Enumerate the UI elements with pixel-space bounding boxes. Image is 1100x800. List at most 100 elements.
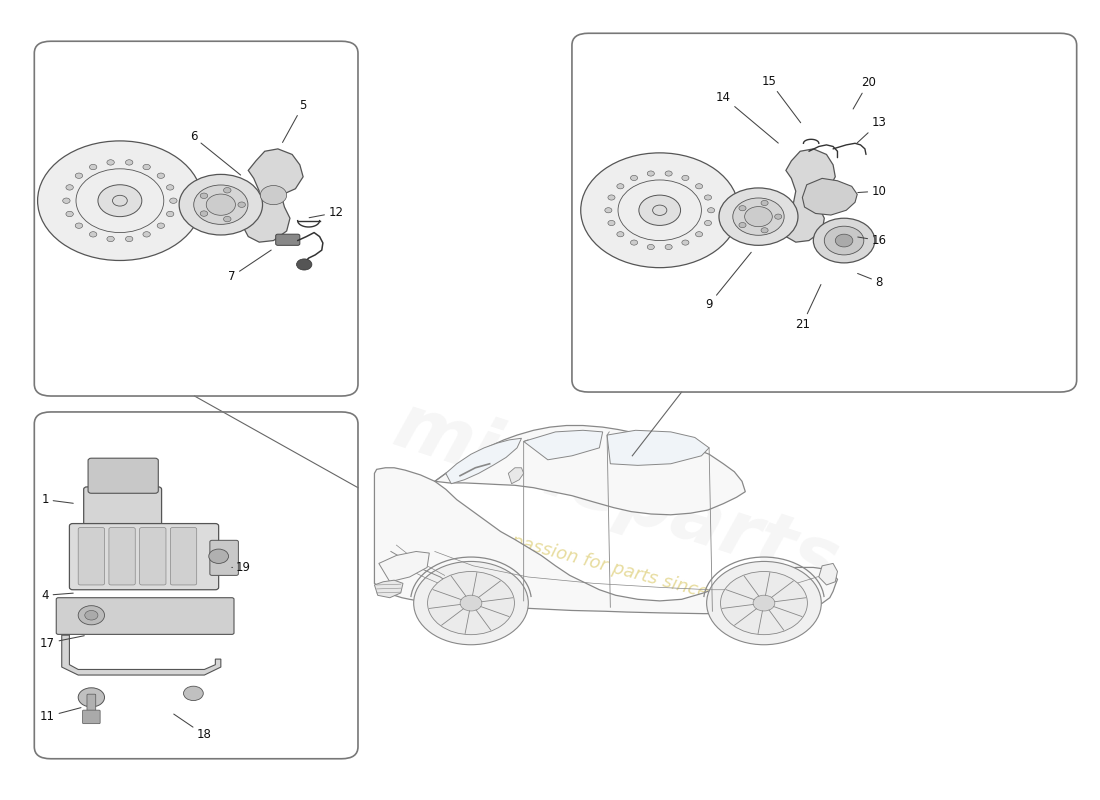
Text: 4: 4 <box>42 589 74 602</box>
Circle shape <box>581 153 739 268</box>
Circle shape <box>652 205 667 215</box>
Circle shape <box>143 232 151 237</box>
Polygon shape <box>374 580 403 598</box>
Circle shape <box>617 232 624 237</box>
Circle shape <box>704 195 712 200</box>
Circle shape <box>261 186 287 205</box>
FancyBboxPatch shape <box>78 527 104 585</box>
FancyBboxPatch shape <box>84 487 162 530</box>
Circle shape <box>813 218 874 263</box>
Circle shape <box>647 171 654 176</box>
Text: 7: 7 <box>228 250 272 283</box>
Polygon shape <box>818 563 837 585</box>
Text: 11: 11 <box>40 708 81 723</box>
Text: 13: 13 <box>857 116 887 143</box>
Polygon shape <box>374 468 837 614</box>
Circle shape <box>720 571 807 634</box>
Circle shape <box>238 202 245 207</box>
Circle shape <box>682 175 689 181</box>
Text: 18: 18 <box>174 714 212 742</box>
FancyBboxPatch shape <box>82 710 100 724</box>
FancyBboxPatch shape <box>170 527 197 585</box>
Circle shape <box>166 185 174 190</box>
Circle shape <box>169 198 177 203</box>
Circle shape <box>75 173 82 178</box>
Circle shape <box>761 228 768 233</box>
Circle shape <box>695 184 703 189</box>
Circle shape <box>98 185 142 217</box>
Circle shape <box>179 174 263 235</box>
Circle shape <box>194 185 248 224</box>
Circle shape <box>78 688 104 707</box>
Circle shape <box>639 195 681 226</box>
Circle shape <box>630 175 638 181</box>
Text: 6: 6 <box>189 130 241 175</box>
Circle shape <box>143 164 151 170</box>
Circle shape <box>707 208 715 213</box>
Circle shape <box>739 222 746 228</box>
Text: 9: 9 <box>705 252 751 311</box>
FancyBboxPatch shape <box>276 234 300 246</box>
Circle shape <box>774 214 782 219</box>
Circle shape <box>125 236 133 242</box>
FancyBboxPatch shape <box>56 598 234 634</box>
Circle shape <box>706 562 822 645</box>
Circle shape <box>200 211 208 216</box>
Circle shape <box>428 571 515 634</box>
Circle shape <box>608 195 615 200</box>
Polygon shape <box>607 430 710 466</box>
Circle shape <box>647 245 654 250</box>
FancyBboxPatch shape <box>88 458 158 494</box>
Circle shape <box>200 193 208 198</box>
Circle shape <box>666 245 672 250</box>
Polygon shape <box>62 635 221 675</box>
Circle shape <box>89 232 97 237</box>
Circle shape <box>745 206 772 226</box>
Circle shape <box>112 195 128 206</box>
Polygon shape <box>802 178 857 215</box>
Circle shape <box>184 686 204 701</box>
Circle shape <box>223 216 231 222</box>
Circle shape <box>719 188 797 246</box>
Polygon shape <box>524 430 603 460</box>
Text: 12: 12 <box>309 206 343 219</box>
Circle shape <box>460 595 482 611</box>
Circle shape <box>297 259 312 270</box>
Circle shape <box>107 160 114 165</box>
Circle shape <box>157 173 165 178</box>
Circle shape <box>414 562 528 645</box>
Circle shape <box>89 164 97 170</box>
Text: 16: 16 <box>858 234 887 247</box>
Text: 21: 21 <box>795 285 821 330</box>
Polygon shape <box>434 426 746 515</box>
Circle shape <box>630 240 638 245</box>
Circle shape <box>617 184 624 189</box>
Circle shape <box>223 187 231 193</box>
Circle shape <box>835 234 852 247</box>
Polygon shape <box>508 468 524 484</box>
Circle shape <box>78 606 104 625</box>
Circle shape <box>107 236 114 242</box>
Circle shape <box>37 141 202 261</box>
FancyBboxPatch shape <box>210 540 239 575</box>
Text: 19: 19 <box>232 561 251 574</box>
Circle shape <box>63 198 70 203</box>
FancyBboxPatch shape <box>69 523 219 590</box>
Polygon shape <box>446 438 521 484</box>
Text: 20: 20 <box>854 76 876 109</box>
Circle shape <box>605 208 612 213</box>
Text: 1: 1 <box>42 493 74 506</box>
Circle shape <box>739 206 746 210</box>
Circle shape <box>824 226 864 255</box>
Text: 5: 5 <box>283 98 307 142</box>
Circle shape <box>166 211 174 217</box>
Text: mimeparts: mimeparts <box>384 389 847 602</box>
Circle shape <box>209 549 229 563</box>
Circle shape <box>682 240 689 245</box>
Circle shape <box>704 221 712 226</box>
Circle shape <box>733 198 784 235</box>
Text: 15: 15 <box>762 74 801 122</box>
FancyBboxPatch shape <box>109 527 135 585</box>
Circle shape <box>695 232 703 237</box>
Circle shape <box>761 201 768 206</box>
